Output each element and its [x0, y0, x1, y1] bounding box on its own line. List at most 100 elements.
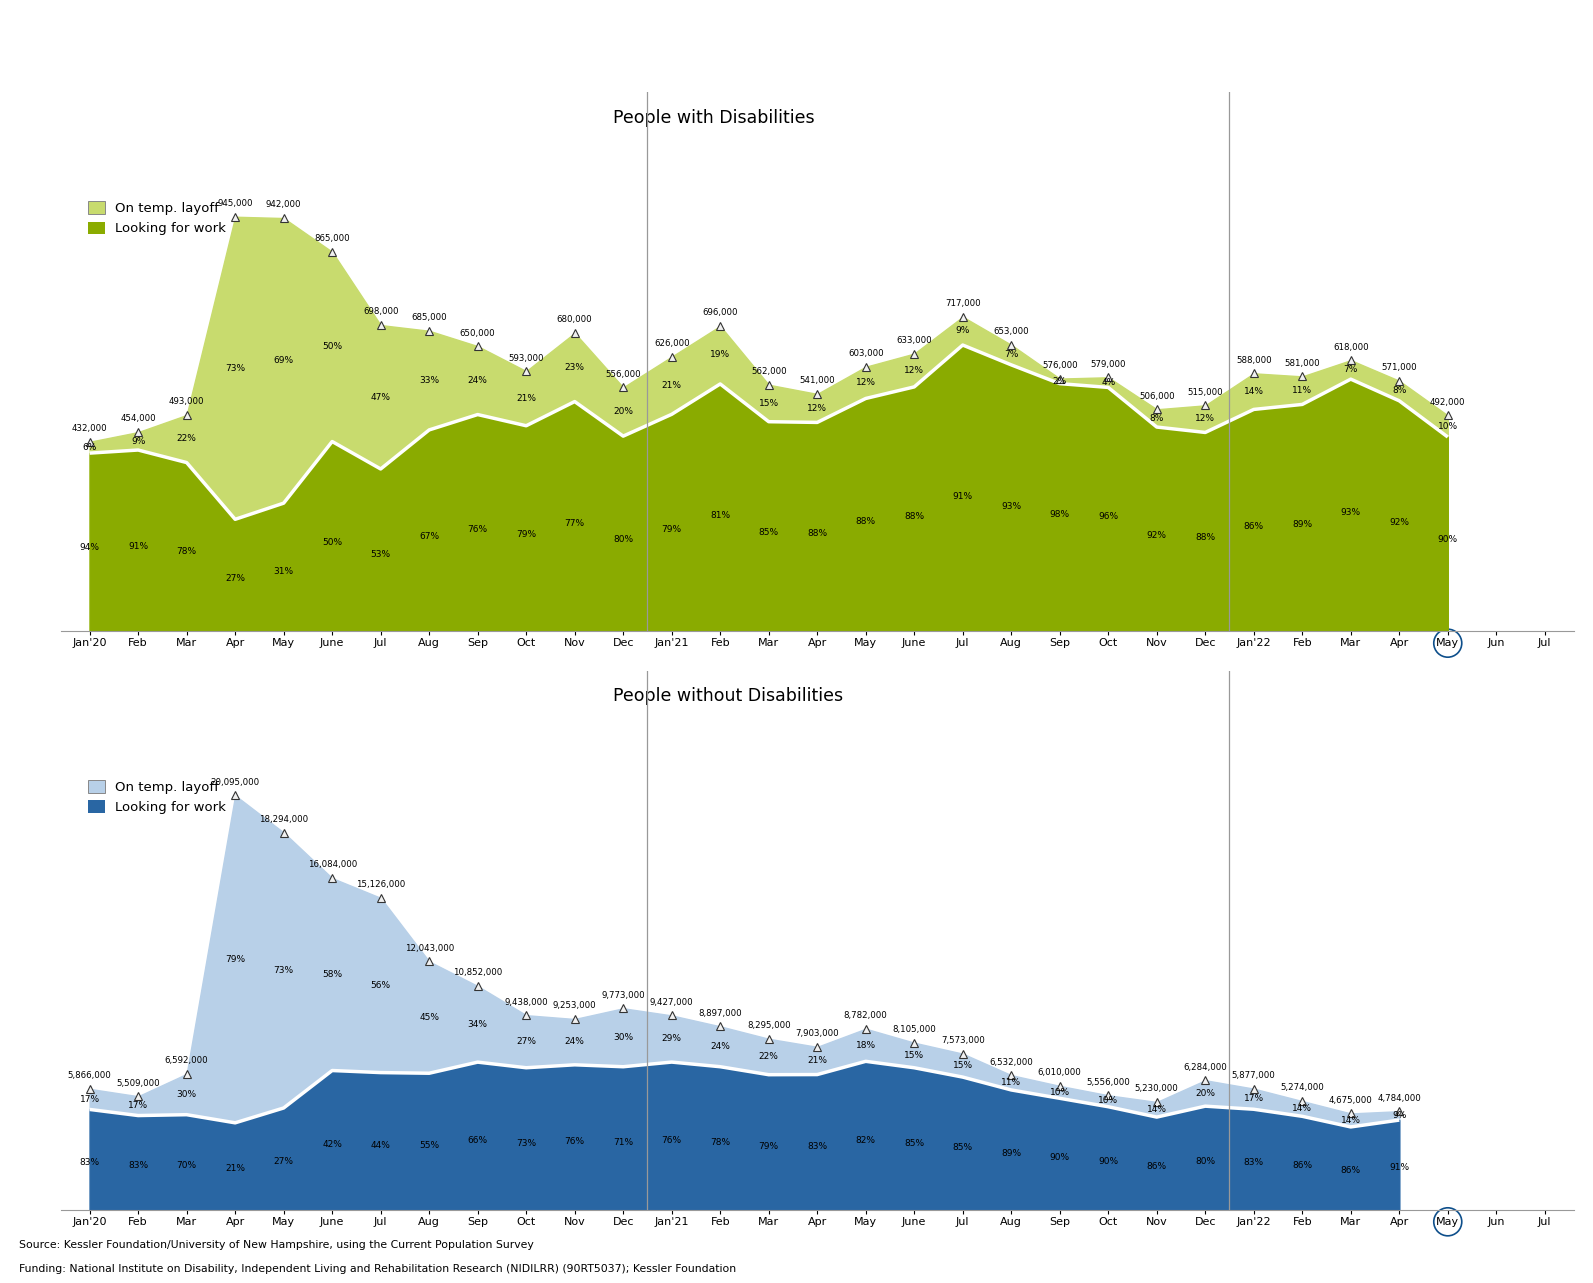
- Text: 93%: 93%: [1000, 502, 1021, 511]
- Text: 9,427,000: 9,427,000: [650, 998, 693, 1007]
- Text: 70%: 70%: [177, 1161, 196, 1170]
- Text: 83%: 83%: [80, 1159, 100, 1168]
- Legend: On temp. layoff, Looking for work: On temp. layoff, Looking for work: [83, 775, 231, 820]
- Text: 17%: 17%: [80, 1094, 100, 1103]
- Text: 86%: 86%: [1341, 1166, 1360, 1175]
- Text: 8%: 8%: [1150, 413, 1164, 422]
- Text: 45%: 45%: [419, 1012, 440, 1021]
- Text: 55%: 55%: [419, 1141, 440, 1150]
- Text: 83%: 83%: [808, 1142, 827, 1151]
- Text: 34%: 34%: [468, 1020, 487, 1029]
- Text: 492,000: 492,000: [1431, 398, 1466, 407]
- Text: 5,230,000: 5,230,000: [1134, 1084, 1179, 1093]
- Text: 8,105,000: 8,105,000: [892, 1025, 937, 1034]
- Text: Funding: National Institute on Disability, Independent Living and Rehabilitation: Funding: National Institute on Disabilit…: [19, 1265, 736, 1274]
- Text: 33%: 33%: [419, 376, 440, 385]
- Text: 76%: 76%: [661, 1135, 682, 1144]
- Text: 27%: 27%: [516, 1037, 537, 1046]
- Text: 73%: 73%: [225, 363, 245, 372]
- Text: 15,126,000: 15,126,000: [357, 880, 405, 889]
- Text: 83%: 83%: [127, 1161, 148, 1170]
- Text: 90%: 90%: [1050, 1153, 1070, 1162]
- Text: 79%: 79%: [758, 1142, 779, 1151]
- Text: 24%: 24%: [710, 1042, 730, 1051]
- Text: 88%: 88%: [808, 529, 827, 538]
- Text: 90%: 90%: [1098, 1157, 1118, 1166]
- Text: 22%: 22%: [177, 434, 196, 444]
- Text: 93%: 93%: [1341, 508, 1360, 517]
- Text: 541,000: 541,000: [800, 376, 835, 385]
- Text: 85%: 85%: [758, 529, 779, 538]
- Text: 11%: 11%: [1292, 386, 1313, 395]
- Text: 30%: 30%: [177, 1089, 196, 1098]
- Text: 81%: 81%: [710, 511, 730, 520]
- Text: 24%: 24%: [468, 376, 487, 385]
- Text: 6,010,000: 6,010,000: [1039, 1069, 1082, 1078]
- Text: 76%: 76%: [468, 525, 487, 534]
- Text: 7,903,000: 7,903,000: [795, 1029, 840, 1038]
- Text: 12%: 12%: [1195, 414, 1215, 423]
- Text: 71%: 71%: [613, 1138, 634, 1147]
- Text: 24%: 24%: [566, 1038, 585, 1047]
- Text: 88%: 88%: [905, 512, 924, 521]
- Text: 42%: 42%: [322, 1139, 342, 1148]
- Text: 47%: 47%: [371, 393, 390, 402]
- Text: 9%: 9%: [956, 326, 970, 335]
- Text: 80%: 80%: [613, 535, 634, 544]
- Text: 31%: 31%: [274, 567, 293, 576]
- Text: 10%: 10%: [1098, 1097, 1118, 1106]
- Text: 91%: 91%: [1389, 1164, 1410, 1173]
- Text: 14%: 14%: [1292, 1105, 1313, 1114]
- Text: 92%: 92%: [1389, 518, 1410, 527]
- Text: 9%: 9%: [131, 436, 145, 445]
- Legend: On temp. layoff, Looking for work: On temp. layoff, Looking for work: [83, 196, 231, 241]
- Text: 942,000: 942,000: [266, 200, 301, 209]
- Text: 22%: 22%: [758, 1052, 779, 1061]
- Text: 493,000: 493,000: [169, 398, 204, 407]
- Text: 20%: 20%: [1195, 1089, 1215, 1098]
- Text: 17%: 17%: [1244, 1094, 1263, 1103]
- Text: 696,000: 696,000: [703, 308, 738, 317]
- Text: 7%: 7%: [1343, 366, 1357, 375]
- Text: 79%: 79%: [661, 525, 682, 534]
- Text: 77%: 77%: [564, 518, 585, 527]
- Text: 685,000: 685,000: [411, 313, 448, 322]
- Text: 9,438,000: 9,438,000: [505, 998, 548, 1007]
- Text: 69%: 69%: [274, 357, 293, 366]
- Text: 82%: 82%: [855, 1135, 876, 1144]
- Text: 571,000: 571,000: [1381, 363, 1418, 372]
- Text: 30%: 30%: [613, 1033, 634, 1042]
- Text: 44%: 44%: [371, 1141, 390, 1150]
- Text: 6%: 6%: [83, 443, 97, 452]
- Text: Source: Kessler Foundation/University of New Hampshire, using the Current Popula: Source: Kessler Foundation/University of…: [19, 1241, 534, 1250]
- Text: COVID Update:: COVID Update:: [19, 21, 239, 46]
- Text: 94%: 94%: [80, 543, 100, 552]
- Text: 576,000: 576,000: [1042, 361, 1077, 370]
- Text: 20%: 20%: [613, 407, 632, 416]
- Text: 9,773,000: 9,773,000: [602, 990, 645, 999]
- Text: nTIDE: nTIDE: [1488, 27, 1547, 45]
- Text: 11%: 11%: [1000, 1078, 1021, 1087]
- Text: 15%: 15%: [905, 1051, 924, 1060]
- Text: 21%: 21%: [225, 1165, 245, 1174]
- Text: 515,000: 515,000: [1187, 387, 1223, 396]
- Text: 83%: 83%: [1244, 1159, 1263, 1168]
- Text: 27%: 27%: [274, 1157, 293, 1166]
- Text: 89%: 89%: [1292, 520, 1313, 529]
- Text: 18%: 18%: [855, 1041, 876, 1049]
- Text: 91%: 91%: [953, 493, 973, 502]
- Text: 67%: 67%: [419, 532, 440, 541]
- Text: 6,592,000: 6,592,000: [164, 1056, 209, 1065]
- Text: 4%: 4%: [1101, 378, 1115, 387]
- Text: 85%: 85%: [905, 1138, 924, 1147]
- Text: 633,000: 633,000: [897, 336, 932, 345]
- Text: 56%: 56%: [371, 980, 390, 989]
- Text: 20,095,000: 20,095,000: [210, 777, 260, 786]
- Text: 717,000: 717,000: [945, 299, 981, 308]
- Text: 86%: 86%: [1292, 1161, 1313, 1170]
- Text: People without Disabilities: People without Disabilities: [613, 688, 843, 706]
- Text: 85%: 85%: [953, 1143, 973, 1152]
- Text: 50%: 50%: [322, 538, 342, 547]
- Text: 6,284,000: 6,284,000: [1184, 1062, 1227, 1071]
- Text: 98%: 98%: [1050, 511, 1070, 520]
